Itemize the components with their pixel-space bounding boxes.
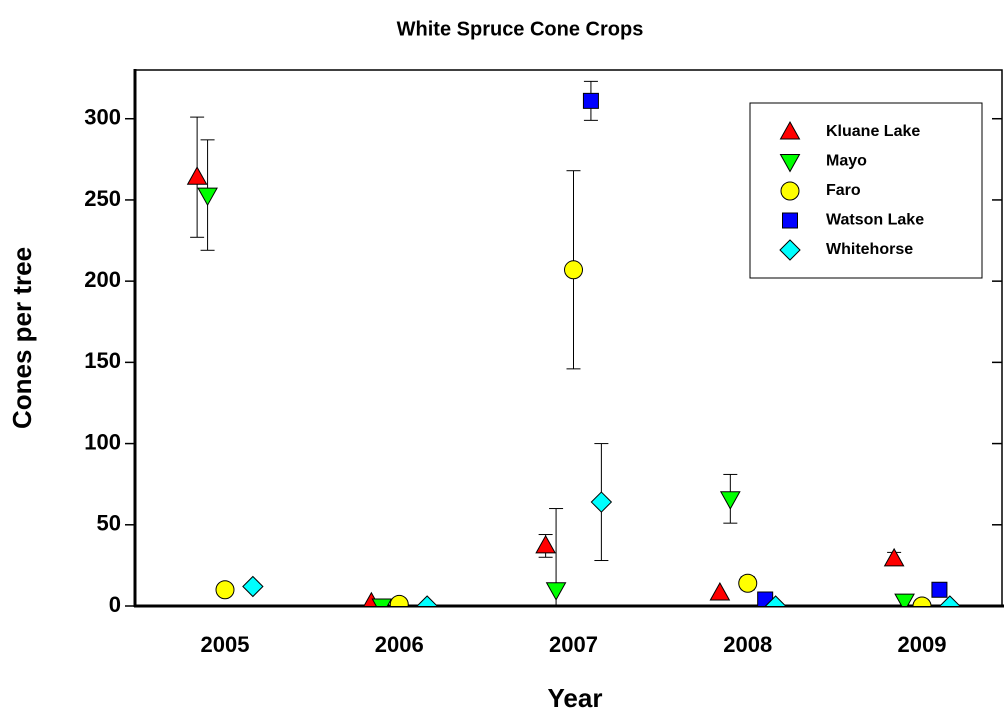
point [389,594,409,606]
x-tick-label: 2009 [898,632,947,657]
point [535,534,556,554]
y-tick-label: 0 [109,592,121,617]
point [371,598,393,606]
point [764,595,787,606]
point [931,581,948,598]
legend-marker [779,154,801,173]
legend-label: Faro [826,182,861,199]
point [709,581,731,601]
y-tick-label: 100 [84,429,121,454]
point [545,582,567,601]
legend-marker [779,239,801,261]
point [416,595,438,606]
point [215,580,235,600]
x-tick-label: 2007 [549,632,598,657]
point [582,92,599,109]
point [564,260,583,280]
y-tick-label: 250 [84,186,121,211]
legend-marker [780,181,800,201]
point [894,593,915,606]
point [242,575,264,598]
legend-label: Mayo [826,153,867,170]
legend-marker [782,212,798,229]
chart-title: White Spruce Cone Crops [397,18,644,40]
point [738,573,758,593]
point [939,595,961,606]
x-tick-label: 2006 [375,632,424,657]
legend-label: Kluane Lake [826,123,920,140]
point [912,596,932,606]
x-axis-label: Year [548,683,603,713]
y-tick-label: 200 [84,267,121,292]
y-tick-label: 150 [84,348,121,373]
point [590,491,613,513]
plot-area [186,80,961,606]
legend-marker [779,120,801,140]
y-axis-label: Cones per tree [7,247,37,429]
legend-label: Whitehorse [826,241,913,258]
y-tick-label: 50 [97,511,121,536]
point [719,491,741,510]
point [197,187,218,207]
point [186,166,208,185]
x-tick-label: 2005 [201,632,250,657]
x-tick-label: 2008 [723,632,772,657]
y-tick-label: 300 [84,105,121,130]
point [883,547,905,567]
legend-label: Watson Lake [826,212,924,229]
